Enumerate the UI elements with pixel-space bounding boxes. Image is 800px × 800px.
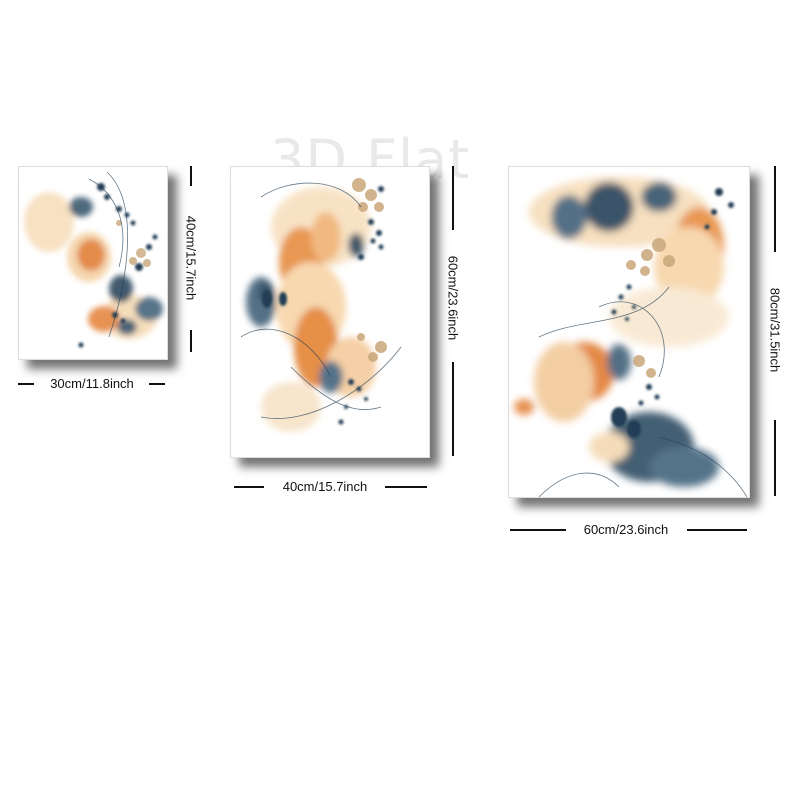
canvas-print-medium <box>230 166 430 458</box>
watercolor-artwork-large <box>514 177 748 497</box>
width-label-small: 30cm/11.8inch <box>50 376 134 391</box>
watercolor-artwork-medium <box>240 178 402 432</box>
width-dimension-line-right-medium <box>385 486 427 488</box>
watercolor-artwork-small <box>24 171 163 348</box>
width-dimension-line-right-small <box>149 383 165 385</box>
height-dimension-line-top-medium <box>452 166 454 230</box>
height-label-medium: 60cm/23.6inch <box>445 255 461 341</box>
height-dimension-line-bottom-large <box>774 420 776 496</box>
width-label-large: 60cm/23.6inch <box>583 522 669 537</box>
canvas-print-small <box>18 166 168 360</box>
width-dimension-line-left-medium <box>234 486 264 488</box>
height-dimension-line-bottom-medium <box>452 362 454 456</box>
height-dimension-line-top-small <box>190 166 192 186</box>
width-label-medium: 40cm/15.7inch <box>282 479 368 494</box>
width-dimension-line-right-large <box>687 529 747 531</box>
width-dimension-line-left-small <box>18 383 34 385</box>
canvas-print-large <box>508 166 750 498</box>
height-label-large: 80cm/31.5inch <box>767 287 783 373</box>
height-dimension-line-bottom-small <box>190 330 192 352</box>
height-label-small: 40cm/15.7inch <box>183 215 199 301</box>
height-dimension-line-top-large <box>774 166 776 252</box>
width-dimension-line-left-large <box>510 529 566 531</box>
